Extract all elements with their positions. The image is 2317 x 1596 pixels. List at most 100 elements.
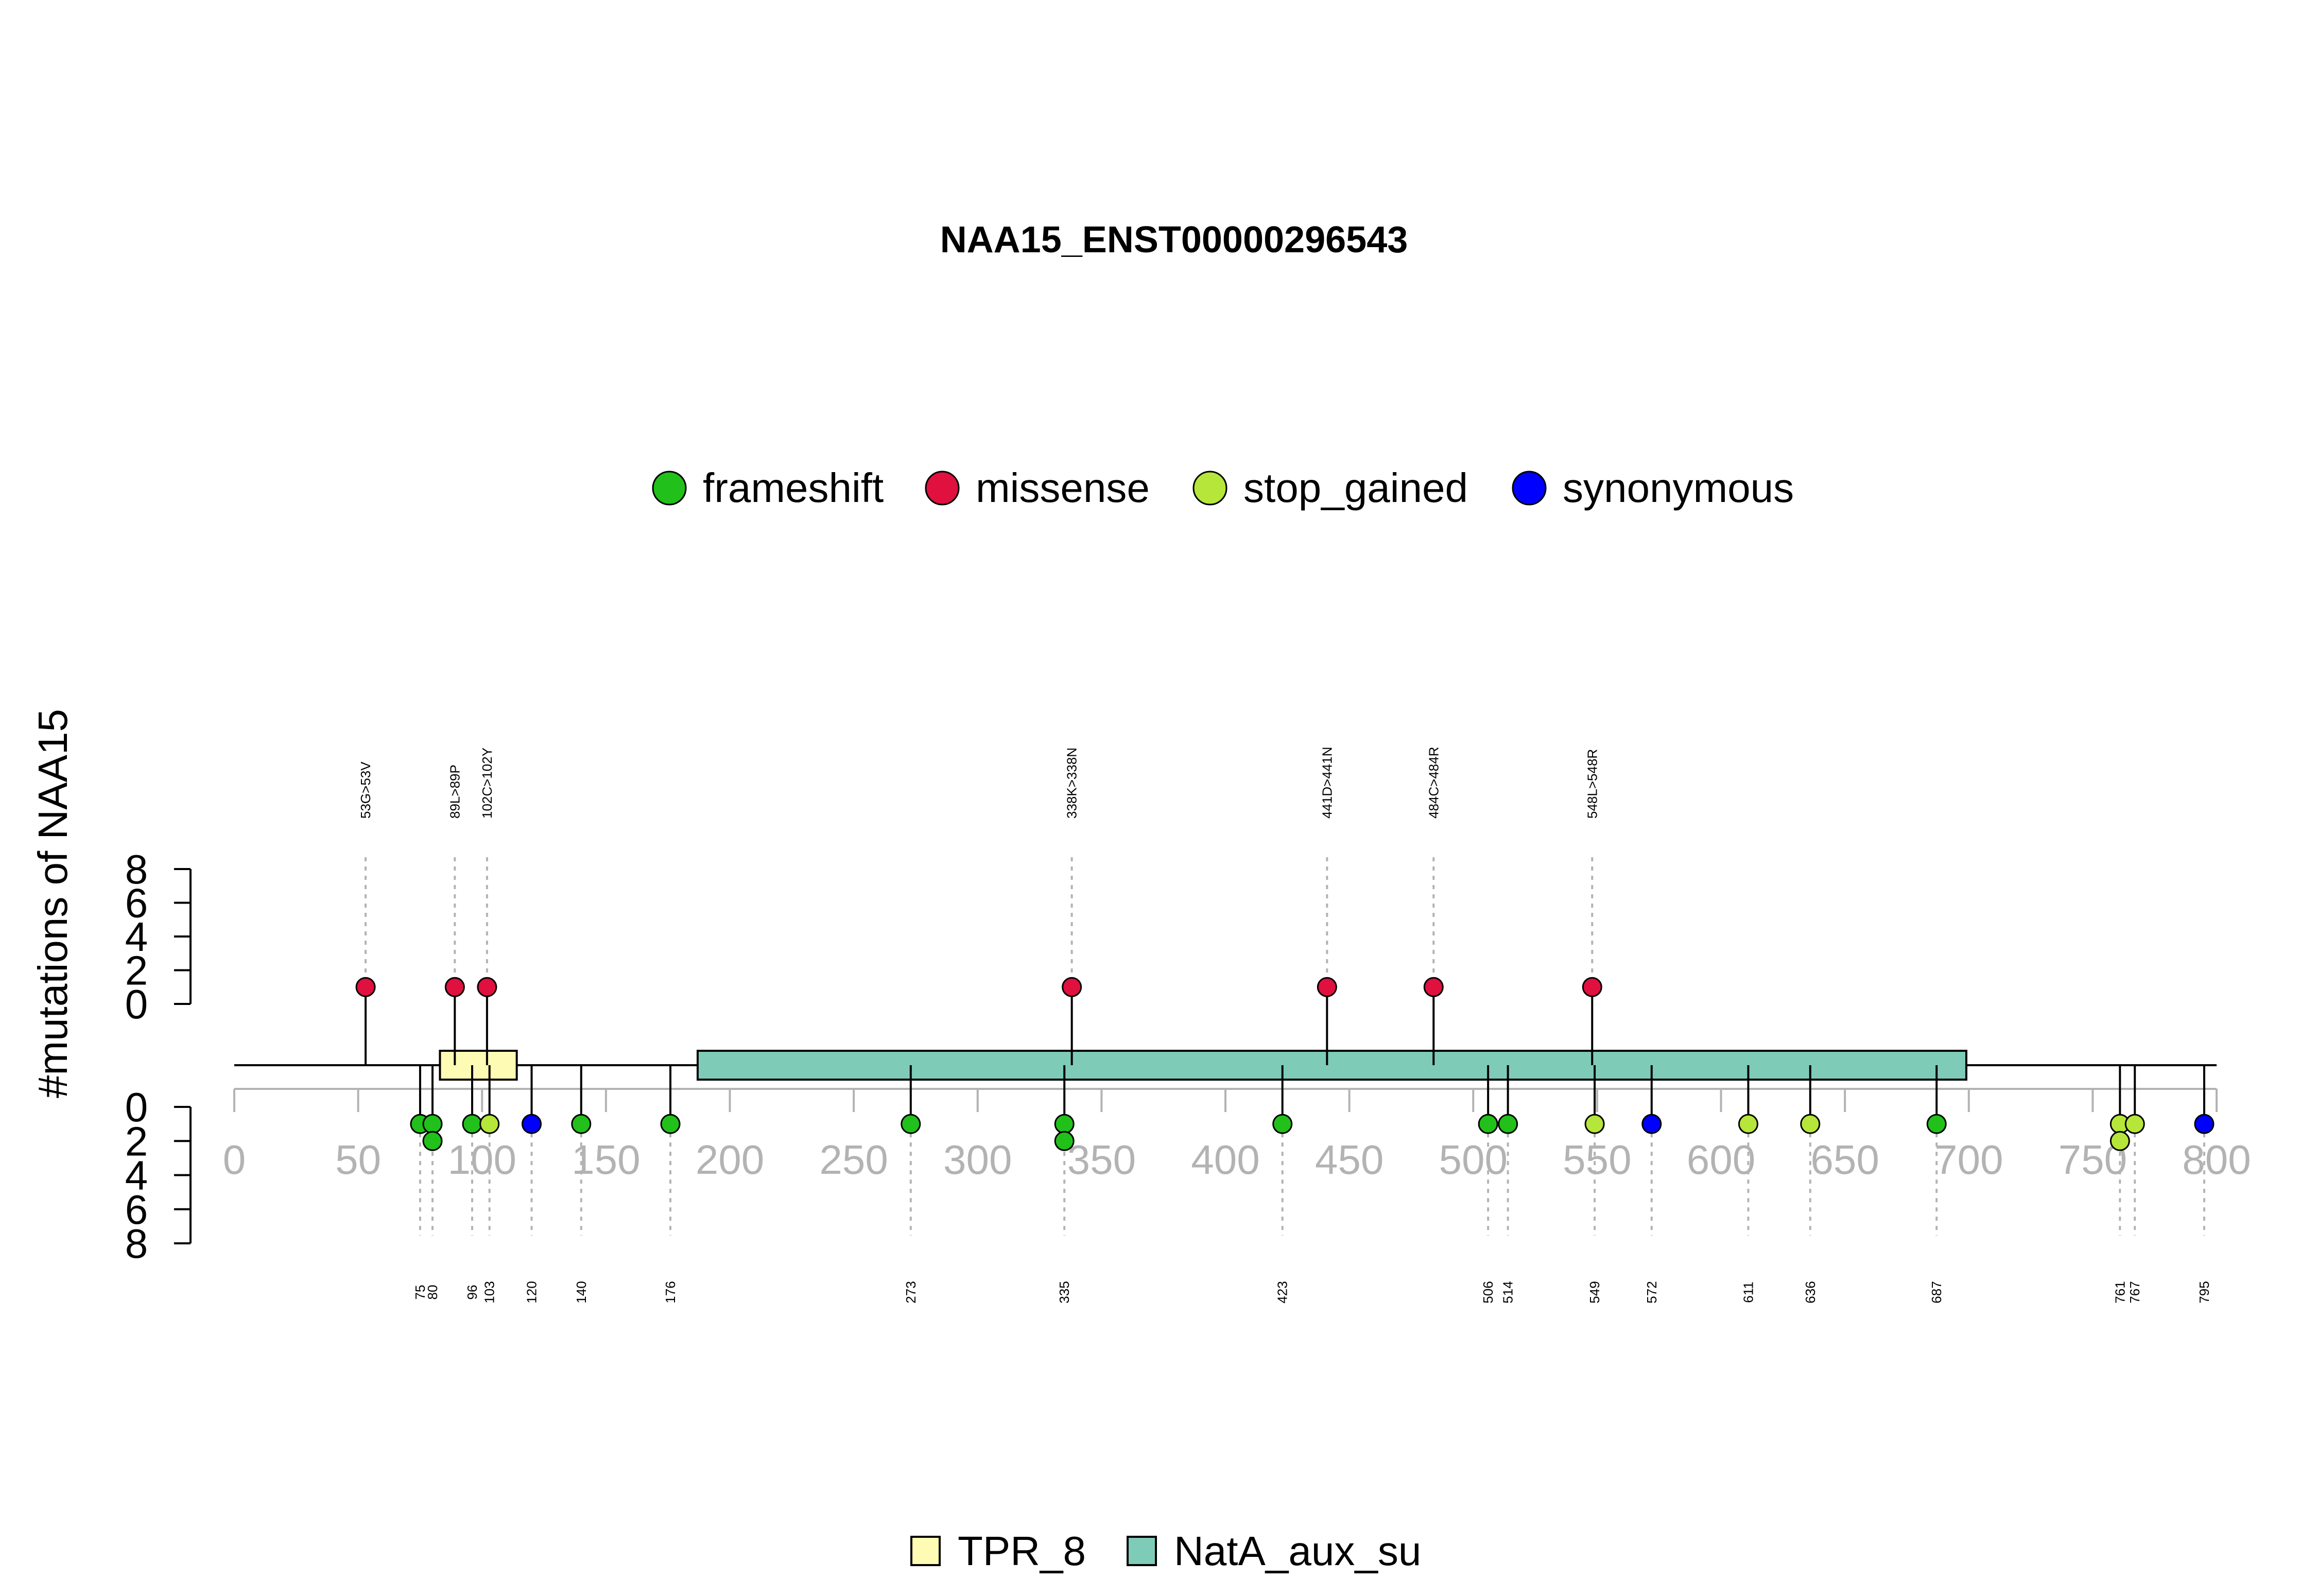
- bottom-lollipop-head: [1478, 1114, 1498, 1134]
- top-lollipop-head: [1423, 977, 1444, 997]
- position-label: 611: [1740, 1281, 1756, 1303]
- domain-legend-swatch-TPR_8: [910, 1536, 941, 1566]
- legend-marker-missense: [925, 471, 960, 506]
- x-tick-label: 100: [448, 1137, 516, 1183]
- chart-title: NAA15_ENST00000296543: [940, 219, 1408, 261]
- position-label: 572: [1644, 1281, 1659, 1303]
- domain-NatA_aux_su: [696, 1050, 1967, 1081]
- position-label: 767: [2127, 1281, 2142, 1303]
- domain-legend-label-NatA_aux_su: NatA_aux_su: [1174, 1528, 1421, 1574]
- mutation-label: 338K>338N: [1064, 748, 1080, 819]
- x-tick-label: 800: [2182, 1137, 2251, 1183]
- top-y-tick-label: 0: [125, 981, 148, 1027]
- bottom-lollipop-head: [901, 1114, 921, 1134]
- mutation-legend: frameshift missense stop_gained synonymous: [652, 465, 1794, 511]
- position-label: 506: [1480, 1281, 1496, 1303]
- domain-legend-swatch-NatA_aux_su: [1127, 1536, 1157, 1566]
- x-tick-label: 700: [1934, 1137, 2003, 1183]
- bottom-lollipop-head: [422, 1131, 443, 1151]
- top-lollipop-head: [477, 977, 497, 997]
- bottom-lollipop-head: [2124, 1114, 2145, 1134]
- x-tick-label: 400: [1191, 1137, 1259, 1183]
- legend-label-synonymous: synonymous: [1563, 465, 1794, 511]
- legend-marker-frameshift: [652, 471, 687, 506]
- bottom-lollipop-head: [522, 1114, 542, 1134]
- bottom-lollipop-head: [1054, 1131, 1075, 1151]
- position-label: 75: [412, 1285, 428, 1300]
- legend-marker-synonymous: [1512, 471, 1547, 506]
- legend-label-frameshift: frameshift: [703, 465, 884, 511]
- top-y-tick-label: 6: [125, 880, 148, 926]
- guide-lines: [365, 857, 2205, 1236]
- position-label: 80: [425, 1285, 440, 1300]
- position-label: 636: [1803, 1281, 1818, 1303]
- mutation-label: 484C>484R: [1426, 747, 1441, 819]
- bottom-lollipop-head: [422, 1114, 443, 1134]
- top-lollipop-head: [1062, 977, 1082, 997]
- domain-legend: TPR_8 NatA_aux_su: [910, 1528, 1421, 1574]
- x-tick-label: 500: [1439, 1137, 1508, 1183]
- position-label: 103: [482, 1281, 497, 1303]
- bottom-lollipop-head: [2194, 1114, 2215, 1134]
- bottom-lollipop-head: [479, 1114, 500, 1134]
- bottom-lollipop-head: [571, 1114, 592, 1134]
- legend-label-stop_gained: stop_gained: [1243, 465, 1468, 511]
- domain-TPR_8: [439, 1050, 518, 1081]
- bottom-lollipop-head: [1800, 1114, 1821, 1134]
- top-lollipop-head: [1582, 977, 1602, 997]
- top-lollipop-head: [355, 977, 376, 997]
- bottom-y-tick-label: 2: [125, 1118, 148, 1164]
- position-label: 120: [524, 1281, 540, 1303]
- top-lollipop-head: [1317, 977, 1337, 997]
- protein-backbone: [234, 1050, 2217, 1081]
- position-label: 795: [2197, 1281, 2212, 1303]
- mutation-label: 102C>102Y: [479, 748, 495, 819]
- mutation-label: 53G>53V: [358, 761, 373, 819]
- legend-label-missense: missense: [976, 465, 1150, 511]
- bottom-lollipop-head: [462, 1114, 482, 1134]
- mutation-label: 441D>441N: [1319, 747, 1335, 819]
- top-y-tick-label: 2: [125, 948, 148, 994]
- position-label: 687: [1929, 1281, 1944, 1303]
- position-label: 549: [1587, 1281, 1602, 1303]
- bottom-lollipop-head: [1641, 1114, 1662, 1134]
- bottom-lollipop-head: [1272, 1114, 1293, 1134]
- position-label: 140: [574, 1281, 589, 1303]
- x-tick-label: 550: [1563, 1137, 1631, 1183]
- position-label: 335: [1057, 1281, 1072, 1303]
- bottom-lollipop-head: [1498, 1114, 1518, 1134]
- position-label: 423: [1275, 1281, 1290, 1303]
- x-tick-label: 300: [943, 1137, 1012, 1183]
- position-label: 761: [2112, 1281, 2128, 1303]
- bottom-y-tick-label: 0: [125, 1084, 148, 1130]
- mutation-label: 89L>89P: [447, 765, 462, 819]
- position-label: 176: [663, 1281, 678, 1303]
- x-tick-label: 200: [696, 1137, 764, 1183]
- mutation-label: 548L>548R: [1584, 749, 1600, 819]
- position-label: 273: [903, 1281, 919, 1303]
- x-tick-label: 50: [335, 1137, 381, 1183]
- position-label: 514: [1500, 1281, 1516, 1303]
- top-lollipop-head: [444, 977, 465, 997]
- x-tick-label: 600: [1687, 1137, 1755, 1183]
- x-tick-label: 150: [572, 1137, 640, 1183]
- legend-marker-stop_gained: [1192, 471, 1227, 506]
- bottom-y-tick-label: 6: [125, 1187, 148, 1233]
- bottom-y-tick-label: 4: [125, 1153, 148, 1199]
- bottom-y-tick-label: 8: [125, 1221, 148, 1267]
- x-tick-label: 0: [223, 1137, 246, 1183]
- x-tick-label: 650: [1810, 1137, 1879, 1183]
- top-y-tick-label: 8: [125, 846, 148, 892]
- bottom-lollipop-head: [2109, 1131, 2130, 1151]
- mutation-lollipops: 53G>53V 89L>89P 102C>102Y 338K>338N 441D>441…: [355, 747, 2215, 1304]
- bottom-lollipop-head: [1926, 1114, 1947, 1134]
- domain-legend-label-TPR_8: TPR_8: [958, 1528, 1086, 1574]
- top-y-tick-label: 4: [125, 914, 148, 960]
- bottom-lollipop-head: [660, 1114, 681, 1134]
- x-tick-label: 250: [819, 1137, 888, 1183]
- position-label: 96: [464, 1285, 480, 1300]
- y-axis-label: #mutations of NAA15: [30, 709, 76, 1098]
- bottom-lollipop-head: [1738, 1114, 1758, 1134]
